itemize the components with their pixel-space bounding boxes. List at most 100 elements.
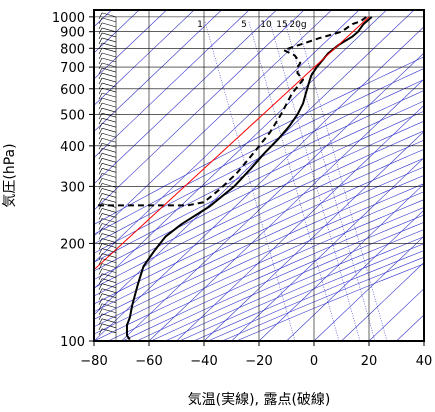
x-tick-label: −20 — [245, 354, 272, 369]
wind-barb — [98, 278, 117, 285]
isotherm-line — [94, 10, 222, 132]
wind-barb-flag — [98, 17, 103, 25]
wind-barb-shaft — [101, 27, 117, 33]
y-axis-title: 気圧(hPa) — [2, 143, 18, 207]
wind-barb — [98, 12, 117, 20]
isotherm-line — [396, 314, 424, 341]
wind-barbs — [98, 12, 117, 340]
wind-barb-shaft — [101, 248, 117, 253]
wind-barb-shaft — [101, 198, 117, 203]
wind-barb-shaft — [101, 318, 117, 324]
wind-barb — [98, 142, 117, 150]
wind-barb-flag — [98, 118, 103, 125]
wind-barb — [98, 273, 117, 280]
wind-barb-shaft — [101, 178, 117, 183]
wind-barb-shaft — [101, 298, 117, 304]
wind-barb — [98, 27, 117, 35]
wind-barb-flag — [98, 183, 103, 190]
wind-barb — [98, 218, 117, 225]
y-tick-label: 500 — [60, 108, 85, 123]
isotherm-line — [94, 10, 195, 106]
wind-barb-flag — [98, 92, 103, 100]
wind-barb-flag — [98, 12, 103, 20]
wind-barb-shaft — [101, 308, 117, 314]
wind-barb-shaft — [101, 263, 117, 268]
x-tick-label: 20 — [361, 354, 378, 369]
wind-barb-flag — [98, 27, 103, 35]
wind-barb-shaft — [101, 313, 117, 319]
wind-barb — [98, 203, 117, 210]
wind-barb-flag — [98, 233, 103, 240]
wind-barb-flag — [98, 243, 103, 250]
wind-barb-shaft — [101, 268, 117, 273]
isotherm-line — [94, 10, 277, 185]
dewpoint-line — [94, 16, 367, 207]
wind-barb-shaft — [101, 158, 117, 163]
x-tick-label: −40 — [190, 354, 217, 369]
wind-barb — [98, 122, 117, 130]
wind-barb-shaft — [101, 77, 117, 83]
dry-adiabat-line — [94, 183, 424, 335]
wind-barb-flag — [98, 22, 103, 30]
wind-barb-shaft — [101, 42, 117, 48]
wind-barb — [98, 298, 117, 305]
wind-barb-flag — [98, 203, 103, 210]
mixing-ratio-label: 20g — [289, 20, 306, 30]
wind-barb-flag — [98, 57, 103, 65]
wind-barb-flag — [98, 318, 103, 325]
wind-barb-shaft — [101, 97, 117, 103]
wind-barb — [98, 62, 117, 70]
mixing-ratio-line — [284, 21, 376, 341]
wind-barb-shaft — [101, 117, 117, 123]
wind-barb-flag — [98, 253, 103, 260]
mixing-ratio-labels: 1 5 10 15 20g — [197, 20, 306, 30]
dry-adiabat-line — [94, 100, 424, 263]
wind-barb-shaft — [101, 223, 117, 228]
wind-barb-shaft — [101, 142, 117, 148]
wind-barb-flag — [98, 218, 103, 225]
wind-barb-flag — [98, 293, 103, 300]
wind-barb-flag — [98, 248, 103, 255]
dry-adiabat-line — [94, 120, 424, 280]
wind-barb-flag — [98, 97, 103, 105]
wind-barb — [98, 238, 117, 245]
wind-barb — [98, 77, 117, 85]
isotherm-line — [313, 235, 424, 341]
wind-barb-shaft — [101, 57, 117, 63]
grid-lines — [93, 10, 425, 342]
wind-barb — [98, 37, 117, 45]
dry-adiabat-line — [94, 139, 424, 297]
wind-barb — [98, 32, 117, 40]
wind-barb — [98, 263, 117, 270]
wind-barb-flag — [98, 208, 103, 215]
x-axis-ticks: −80 −60 −40 −20 0 20 40 — [80, 341, 432, 369]
x-tick-label: −80 — [80, 354, 107, 369]
wind-barb — [98, 107, 117, 115]
wind-barb-shaft — [101, 188, 117, 193]
wind-barb-shaft — [101, 127, 117, 133]
wind-barb-shaft — [101, 147, 117, 153]
wind-barb — [98, 132, 117, 140]
wind-barb-shaft — [101, 107, 117, 113]
wind-barb-flag — [98, 268, 103, 275]
mixing-ratio-line — [204, 21, 296, 341]
dry-adiabat-line — [94, 68, 424, 235]
wind-barb-flag — [98, 138, 103, 145]
wind-barb — [98, 112, 117, 120]
x-axis-title: 気温(実線), 露点(破線) — [188, 392, 331, 408]
wind-barb-flag — [98, 123, 103, 130]
wind-barb-shaft — [101, 288, 117, 293]
isotherm-line — [94, 10, 415, 316]
wind-barb-flag — [98, 198, 103, 205]
y-tick-label: 100 — [60, 335, 85, 350]
wind-barb-flag — [98, 67, 103, 75]
wind-barb-flag — [98, 128, 103, 135]
isotherm-line — [94, 10, 332, 237]
wind-barb-shaft — [101, 258, 117, 263]
wind-barb — [98, 147, 117, 155]
wind-barb-flag — [98, 143, 103, 150]
wind-barb-flag — [98, 228, 103, 235]
wind-barb-flag — [98, 298, 103, 305]
wind-barb — [98, 92, 117, 100]
wind-barb — [98, 127, 117, 135]
